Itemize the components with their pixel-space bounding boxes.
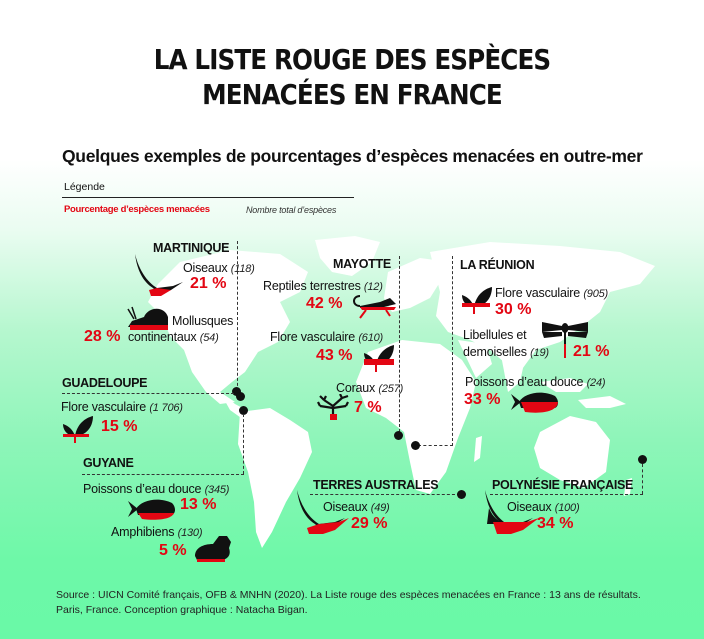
guadeloupe-flora-percentage: 15 % <box>101 418 138 435</box>
mayotte-reptiles-percentage: 42 % <box>306 295 343 312</box>
fish-icon <box>128 499 175 520</box>
subtitle: Quelques exemples de pourcentages d’espè… <box>62 146 643 166</box>
mayotte-reptiles-label: Reptiles terrestres (12) <box>263 279 383 293</box>
terres-australes-birds-label: Oiseaux (49) <box>323 500 390 514</box>
legend-heading: Légende <box>64 181 105 193</box>
region-guyane: GUYANE <box>83 456 134 470</box>
legend-percentage-label: Pourcentage d’espèces menacées <box>64 204 210 215</box>
page-title: LA LISTE ROUGE DES ESPÈCES MENACÉES EN F… <box>42 42 662 112</box>
mayotte-location-dot <box>394 431 403 440</box>
guyane-amphibians-label: Amphibiens (130) <box>111 525 203 539</box>
mayotte-corals-percentage: 7 % <box>354 399 382 416</box>
martinique-connector <box>237 241 238 391</box>
region-terres-australes: TERRES AUSTRALES <box>313 478 439 492</box>
guadeloupe-location-dot <box>236 392 245 401</box>
source-line-1: Source : UICN Comité français, OFB & MNH… <box>56 589 641 601</box>
martinique-birds-label: Oiseaux (118) <box>183 261 255 275</box>
reunion-location-dot <box>411 441 420 450</box>
reunion-dragonflies-percentage: 21 % <box>573 343 610 360</box>
guyane-amphibians-percentage: 5 % <box>159 542 187 559</box>
martinique-location-dot <box>232 387 241 396</box>
plant-icon <box>63 416 93 443</box>
polynesie-connector-horizontal <box>490 494 643 495</box>
martinique-birds-percentage: 21 % <box>190 275 227 292</box>
mayotte-connector <box>399 256 400 432</box>
guyane-location-dot <box>239 406 248 415</box>
plant-icon <box>462 287 492 314</box>
source-note: Source : UICN Comité français, OFB & MNH… <box>56 588 696 618</box>
world-map <box>148 236 655 548</box>
mayotte-flora-label: Flore vasculaire (610) <box>270 330 383 344</box>
reunion-fish-percentage: 33 % <box>464 391 501 408</box>
martinique-molluscs-label-line2: continentaux (54) <box>128 330 219 344</box>
source-line-2: Paris, France. Conception graphique : Na… <box>56 604 308 616</box>
guadeloupe-flora-label: Flore vasculaire (1 706) <box>61 400 183 414</box>
reunion-flora-percentage: 30 % <box>495 301 532 318</box>
martinique-molluscs-label-line1: Mollusques <box>172 314 234 328</box>
fish-icon <box>511 392 558 413</box>
terres-australes-birds-percentage: 29 % <box>351 515 388 532</box>
reunion-connector-horizontal <box>418 445 453 446</box>
reunion-flora-label: Flore vasculaire (905) <box>495 286 608 300</box>
guadeloupe-connector <box>62 393 234 394</box>
plant-icon <box>364 345 394 372</box>
guyane-fish-label: Poissons d’eau douce (345) <box>83 482 230 496</box>
polynesie-location-dot <box>638 455 647 464</box>
legend-total-label: Nombre total d’espèces <box>246 205 337 215</box>
frog-icon <box>195 536 231 562</box>
mayotte-flora-percentage: 43 % <box>316 347 353 364</box>
title-line-1: LA LISTE ROUGE DES ESPÈCES <box>153 43 551 76</box>
dragonfly-icon <box>542 322 588 358</box>
region-reunion: LA RÉUNION <box>460 258 535 272</box>
martinique-molluscs-percentage: 28 % <box>84 328 121 345</box>
guyane-fish-percentage: 13 % <box>180 496 217 513</box>
polynesie-connector-vertical <box>642 464 643 494</box>
reunion-connector-vertical <box>452 256 453 446</box>
region-polynesie: POLYNÉSIE FRANÇAISE <box>492 478 634 492</box>
polynesie-birds-percentage: 34 % <box>537 515 574 532</box>
legend-divider <box>62 197 354 198</box>
region-martinique: MARTINIQUE <box>153 241 230 255</box>
reunion-dragonflies-label-line2: demoiselles (19) <box>463 345 549 359</box>
bird-icon <box>485 490 539 534</box>
region-guadeloupe: GUADELOUPE <box>62 376 148 390</box>
lizard-icon <box>353 295 396 319</box>
region-mayotte: MAYOTTE <box>333 257 391 271</box>
coral-icon <box>317 394 349 420</box>
reunion-dragonflies-label-line1: Libellules et <box>463 328 527 342</box>
reunion-fish-label: Poissons d’eau douce (24) <box>465 375 606 389</box>
title-line-2: MENACÉES EN FRANCE <box>202 78 503 111</box>
snail-icon <box>127 306 168 330</box>
mayotte-corals-label: Coraux (257) <box>336 381 404 395</box>
guyane-connector-vertical <box>243 414 244 474</box>
polynesie-birds-label: Oiseaux (100) <box>507 500 580 514</box>
terres-australes-location-dot <box>457 490 466 499</box>
bird-icon <box>297 490 349 534</box>
bird-icon <box>135 254 183 296</box>
guyane-connector-horizontal <box>82 474 244 475</box>
terres-australes-connector <box>310 494 460 495</box>
